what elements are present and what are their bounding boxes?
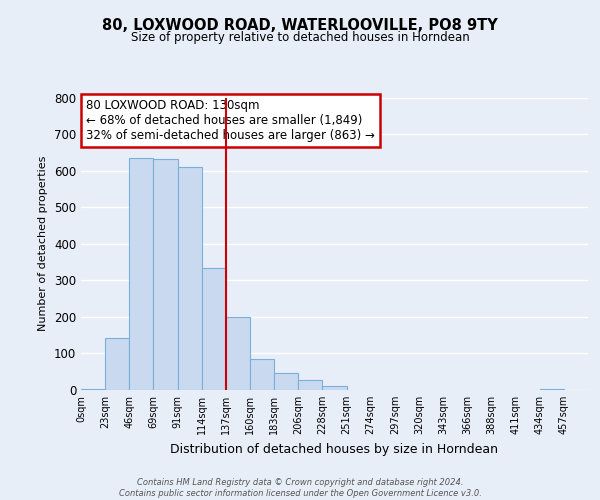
Bar <box>322 386 347 390</box>
Bar <box>154 159 178 390</box>
Bar <box>105 338 129 390</box>
Bar <box>540 388 564 390</box>
Text: 80 LOXWOOD ROAD: 130sqm
← 68% of detached houses are smaller (1,849)
32% of semi: 80 LOXWOOD ROAD: 130sqm ← 68% of detache… <box>86 99 375 142</box>
Bar <box>298 380 322 390</box>
Bar <box>226 317 250 390</box>
Bar <box>202 268 226 390</box>
Bar <box>250 360 274 390</box>
Text: 80, LOXWOOD ROAD, WATERLOOVILLE, PO8 9TY: 80, LOXWOOD ROAD, WATERLOOVILLE, PO8 9TY <box>102 18 498 32</box>
Y-axis label: Number of detached properties: Number of detached properties <box>38 156 49 332</box>
Bar <box>178 168 202 390</box>
Bar <box>274 373 298 390</box>
X-axis label: Distribution of detached houses by size in Horndean: Distribution of detached houses by size … <box>170 442 499 456</box>
Text: Size of property relative to detached houses in Horndean: Size of property relative to detached ho… <box>131 31 469 44</box>
Text: Contains HM Land Registry data © Crown copyright and database right 2024.
Contai: Contains HM Land Registry data © Crown c… <box>119 478 481 498</box>
Bar <box>129 158 154 390</box>
